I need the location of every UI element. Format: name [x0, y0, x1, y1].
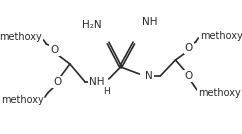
Text: methoxy: methoxy [0, 32, 42, 42]
Text: H: H [103, 88, 109, 96]
Text: H₂N: H₂N [82, 20, 101, 30]
Text: NH: NH [142, 17, 158, 27]
Text: methoxy: methoxy [198, 88, 241, 98]
Text: NH: NH [89, 77, 105, 87]
Text: O: O [184, 71, 192, 81]
Text: N: N [145, 71, 153, 81]
Text: O: O [53, 77, 61, 87]
Text: methoxy: methoxy [200, 31, 242, 41]
Text: O: O [51, 45, 59, 55]
Text: O: O [185, 43, 193, 53]
Text: methoxy: methoxy [1, 95, 44, 105]
